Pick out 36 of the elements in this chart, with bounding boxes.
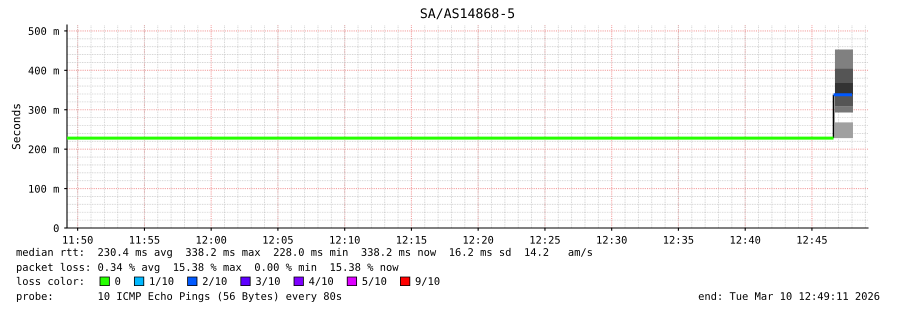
legend-title: loss color: (16, 276, 82, 286)
y-tick-label: 0 (54, 224, 59, 232)
x-tick-label: 12:45 (798, 236, 827, 244)
text: end: Tue Mar 10 12:49:11 2026 (698, 292, 880, 300)
x-tick-label: 12:30 (597, 236, 627, 244)
y-axis-title: Seconds (12, 104, 20, 150)
legend-label: 3/10 (256, 277, 280, 286)
y-tick-label: 100 m (29, 184, 59, 193)
text: packet loss: 0.34 % avg 15.38 % max 0.00 % min 15.38 % now (16, 262, 399, 274)
text: median rtt: 230.4 ms avg 338.2 ms max 228.0 ms min 338.2 ms now 16.2 ms sd 14.2 am/s (16, 248, 592, 258)
text: probe: 10 ICMP Echo Pings (56 Bytes) every 80s (16, 292, 342, 302)
x-tick-label: 12:40 (730, 236, 760, 244)
bar (834, 49, 853, 68)
x-tick-label: 12:25 (530, 236, 560, 244)
y-tick-label: 200 m (28, 145, 59, 154)
y-tick-label: 500 m (28, 27, 59, 36)
x-tick-label: 12:20 (464, 236, 494, 244)
x-tick-label: 12:05 (263, 236, 293, 244)
bar (834, 106, 853, 113)
x-tick-label: 11:55 (130, 236, 160, 244)
bar (834, 122, 853, 138)
chart-title: SA/AS14868-5 (420, 8, 514, 20)
legend-label: 5/10 (362, 277, 386, 286)
legend-label: 1/10 (150, 277, 174, 286)
x-tick-label: 11:50 (63, 236, 93, 244)
legend-label: 0 (115, 277, 120, 286)
legend-label: 4/10 (309, 277, 334, 286)
bar (834, 68, 853, 83)
x-tick-label: 12:10 (330, 236, 360, 244)
x-tick-label: 12:00 (196, 236, 226, 244)
legend-label: 9/10 (416, 277, 440, 286)
legend-label: 2/10 (202, 277, 227, 286)
x-tick-label: 12:35 (664, 236, 694, 244)
y-tick-label: 400 m (28, 66, 59, 74)
y-tick-label: 300 m (28, 106, 59, 114)
x-tick-label: 12:15 (397, 236, 426, 244)
